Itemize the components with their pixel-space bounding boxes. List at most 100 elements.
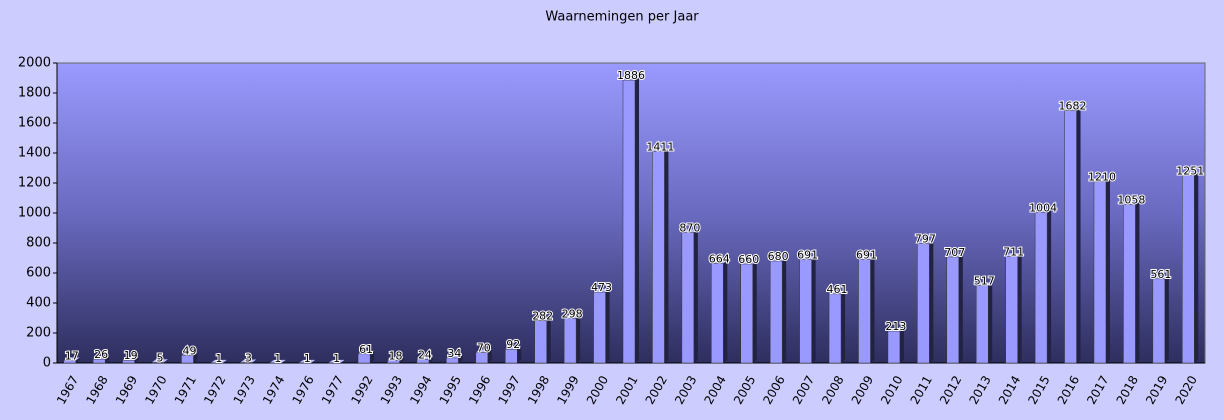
bar — [769, 260, 783, 364]
value-label: 1004 — [1029, 201, 1057, 214]
y-tick-label: 2000 — [18, 56, 51, 71]
bar — [593, 291, 606, 364]
bar-side — [988, 282, 993, 363]
value-label: 298 — [562, 307, 583, 320]
bar-top — [63, 357, 80, 361]
bar-top — [328, 359, 345, 363]
y-tick-label: 1000 — [18, 206, 51, 221]
bar-side — [929, 240, 934, 363]
bar-top — [681, 229, 698, 233]
bar-top — [505, 346, 522, 350]
bar — [151, 362, 165, 364]
bar-top — [593, 289, 610, 293]
value-label: 1210 — [1088, 171, 1116, 184]
bar-side — [811, 256, 816, 363]
bar-top — [829, 290, 846, 294]
bar-top — [299, 359, 316, 363]
value-label: 213 — [885, 320, 906, 333]
bar-side — [458, 354, 463, 363]
bar — [122, 359, 135, 364]
value-label: 1 — [215, 352, 222, 365]
bar — [652, 151, 665, 364]
bar — [1064, 110, 1077, 364]
value-label: 680 — [768, 250, 789, 263]
bar-side — [134, 357, 139, 363]
value-label: 282 — [532, 310, 553, 323]
bar-top — [269, 359, 286, 363]
y-tick-label: 1600 — [18, 116, 51, 131]
value-label: 49 — [182, 345, 196, 358]
bar-side — [164, 359, 169, 363]
bar-top — [711, 260, 728, 264]
y-tick-label: 400 — [26, 296, 51, 311]
y-tick-label: 600 — [26, 266, 51, 281]
value-label: 1 — [333, 352, 340, 365]
value-label: 1 — [274, 352, 281, 365]
bar-top — [358, 350, 375, 354]
y-tick-label: 1800 — [18, 86, 51, 101]
bar-top — [1182, 172, 1199, 176]
bar-side — [1164, 275, 1169, 363]
bar — [63, 360, 76, 364]
bar — [505, 348, 518, 364]
y-tick-label: 800 — [26, 236, 51, 251]
bar — [975, 285, 989, 364]
bar — [858, 259, 871, 364]
bar-top — [534, 317, 551, 321]
bar — [181, 355, 194, 364]
bar-top — [917, 240, 934, 244]
value-label: 461 — [827, 283, 848, 296]
y-tick-label: 1400 — [18, 146, 51, 161]
bar-side — [281, 359, 286, 363]
bar-top — [1035, 209, 1052, 213]
value-label: 561 — [1150, 268, 1171, 281]
bar-side — [576, 315, 581, 363]
bar-side — [105, 356, 110, 363]
bar-side — [340, 359, 345, 363]
bar-top — [652, 148, 669, 152]
value-label: 34 — [447, 347, 461, 360]
bar-top — [152, 359, 169, 363]
bar-side — [958, 253, 963, 363]
bar — [622, 79, 636, 364]
bar-side — [899, 328, 904, 363]
bar-side — [517, 346, 522, 363]
y-tick-label: 200 — [26, 326, 51, 341]
bar-side — [635, 77, 639, 363]
value-label: 711 — [1003, 245, 1024, 258]
bar — [1034, 212, 1048, 364]
bar-side — [1076, 107, 1081, 363]
value-label: 797 — [915, 232, 936, 245]
y-tick-label: 1200 — [18, 176, 51, 191]
value-label: 17 — [65, 349, 79, 362]
bar-side — [1017, 253, 1022, 363]
bar-side — [1105, 178, 1110, 363]
bar-top — [1064, 107, 1081, 111]
value-label: 18 — [389, 349, 403, 362]
bar-top — [122, 357, 139, 361]
chart-title: Waarnemingen per Jaar — [545, 10, 699, 25]
bar — [1123, 204, 1136, 364]
bar-top — [1005, 253, 1022, 257]
bar — [946, 256, 960, 364]
bar-side — [1135, 201, 1140, 363]
value-label: 691 — [856, 248, 877, 261]
value-label: 1251 — [1176, 164, 1204, 177]
bar-top — [770, 258, 787, 261]
bar-side — [546, 317, 551, 363]
value-label: 870 — [679, 222, 700, 235]
bar-side — [752, 261, 757, 363]
value-label: 707 — [944, 246, 965, 259]
value-label: 61 — [359, 343, 373, 356]
value-label: 26 — [94, 348, 108, 361]
bar — [416, 359, 430, 364]
bar-side — [605, 289, 610, 363]
bar-side — [1194, 172, 1199, 363]
bar-side — [399, 357, 404, 363]
bar-side — [222, 359, 227, 363]
bar-top — [475, 349, 492, 353]
value-label: 70 — [477, 342, 491, 355]
value-label: 92 — [506, 338, 520, 351]
bar — [446, 357, 459, 364]
value-label: 1058 — [1117, 193, 1145, 206]
